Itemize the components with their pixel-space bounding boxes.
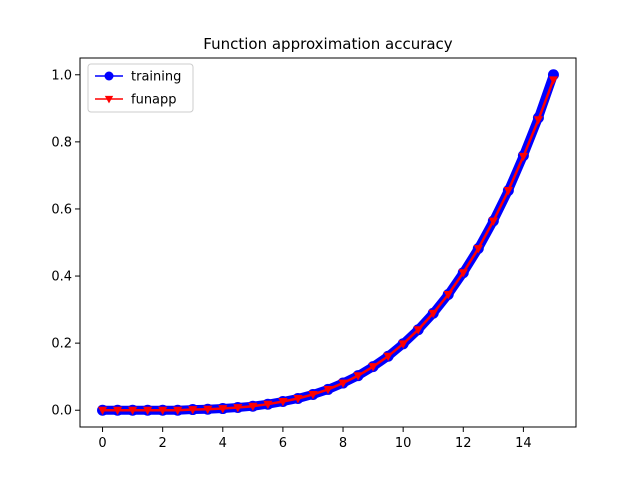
x-tick-label: 4 [219, 436, 227, 451]
point-funapp [278, 398, 288, 407]
x-tick-label: 14 [515, 436, 532, 451]
point-funapp [188, 406, 198, 415]
point-funapp [488, 217, 498, 226]
point-funapp [533, 116, 544, 125]
point-funapp [428, 309, 438, 319]
series-funapp [97, 76, 559, 416]
point-funapp [323, 385, 333, 395]
point-funapp [308, 391, 318, 400]
point-funapp [218, 405, 228, 414]
point-funapp [158, 406, 168, 416]
point-funapp [458, 269, 468, 278]
point-funapp [112, 406, 123, 416]
legend-marker [104, 71, 114, 81]
point-funapp [338, 379, 348, 388]
point-funapp [518, 152, 528, 162]
x-tick-label: 10 [395, 436, 412, 451]
point-funapp [548, 76, 559, 85]
y-tick-label: 0.8 [51, 135, 72, 150]
point-funapp [413, 326, 423, 335]
point-funapp [503, 187, 513, 196]
point-funapp [97, 406, 108, 416]
point-funapp [368, 363, 378, 372]
y-tick-label: 1.0 [51, 68, 72, 83]
point-funapp [128, 406, 138, 416]
x-tick-label: 6 [279, 436, 287, 451]
y-tick-label: 0.2 [51, 337, 72, 352]
legend-label: training [131, 70, 181, 85]
y-tick-label: 0.4 [51, 270, 72, 285]
legend: training funapp [87, 63, 194, 113]
point-funapp [383, 352, 393, 362]
legend-label: funapp [131, 93, 177, 108]
point-funapp [353, 372, 363, 381]
x-tick-label: 2 [159, 436, 167, 451]
x-tick-label: 0 [98, 436, 106, 451]
point-funapp [143, 406, 153, 416]
point-funapp [473, 245, 483, 254]
point-funapp [293, 395, 303, 404]
x-tick-label: 8 [339, 436, 347, 451]
axes: 0 2 4 6 8 10 12 14 0.0 0.2 0.4 0.6 0.8 1.0 [51, 57, 577, 451]
point-funapp [203, 405, 213, 415]
y-tick-label: 0.0 [51, 404, 72, 419]
point-funapp [443, 291, 453, 300]
legend-item-training: training [95, 70, 181, 85]
point-funapp [173, 406, 183, 416]
legend-marker [104, 95, 114, 104]
y-tick-label: 0.6 [51, 202, 72, 217]
x-tick-label: 12 [455, 436, 472, 451]
point-funapp [248, 402, 258, 412]
legend-item-funapp: funapp [95, 93, 177, 108]
plot-area [97, 69, 559, 416]
point-funapp [263, 400, 273, 410]
axes-frame [79, 57, 577, 428]
point-funapp [398, 340, 408, 349]
chart-title: Function approximation accuracy [203, 35, 453, 53]
point-funapp [233, 404, 243, 413]
